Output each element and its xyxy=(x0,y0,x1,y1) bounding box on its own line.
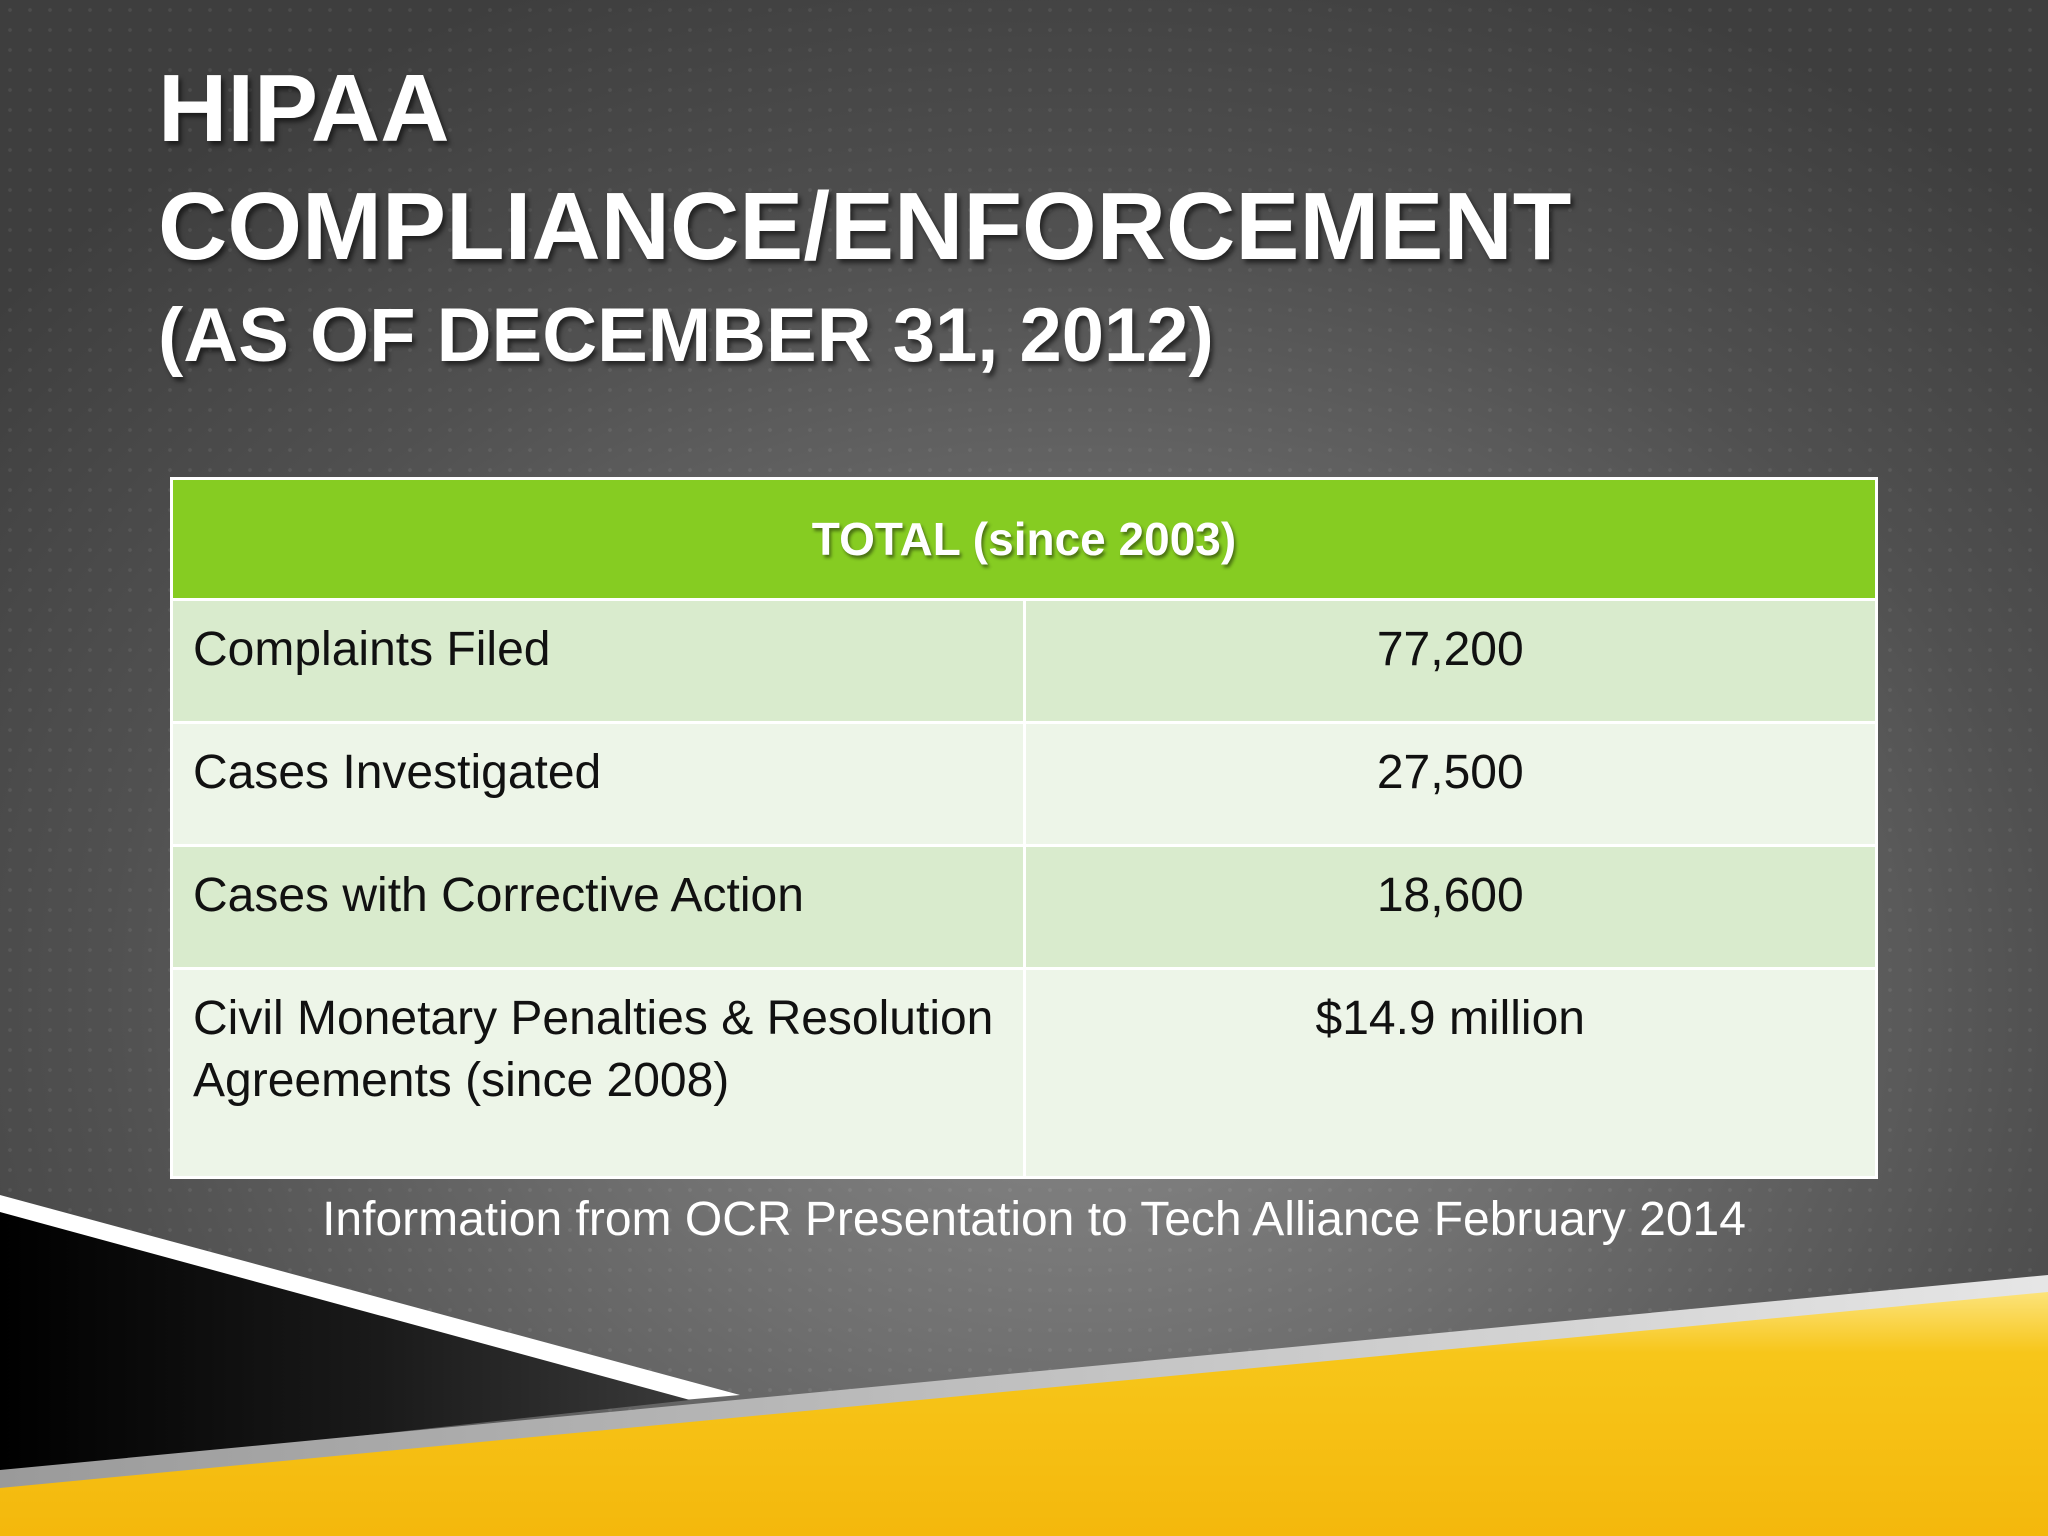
table-header: TOTAL (since 2003) xyxy=(170,477,1878,601)
slide-title: HIPAA COMPLIANCE/ENFORCEMENT (AS OF DECE… xyxy=(158,50,1958,386)
row-value: $14.9 million xyxy=(1022,967,1878,1179)
table-row: Cases Investigated 27,500 xyxy=(170,721,1878,847)
row-value: 77,200 xyxy=(1022,598,1878,724)
row-label: Cases Investigated xyxy=(170,721,1026,847)
row-value: 27,500 xyxy=(1022,721,1878,847)
table-header-row: TOTAL (since 2003) xyxy=(170,477,1878,601)
source-note: Information from OCR Presentation to Tec… xyxy=(322,1193,1746,1246)
title-line-3: (AS OF DECEMBER 31, 2012) xyxy=(158,293,1214,378)
title-line-2: COMPLIANCE/ENFORCEMENT xyxy=(158,173,1572,280)
enforcement-table: TOTAL (since 2003) Complaints Filed 77,2… xyxy=(170,477,1878,1179)
black-wedge-shape xyxy=(0,1212,690,1475)
row-label: Complaints Filed xyxy=(170,598,1026,724)
enforcement-table-container: TOTAL (since 2003) Complaints Filed 77,2… xyxy=(170,477,1878,1179)
row-label: Civil Monetary Penalties & Resolution Ag… xyxy=(170,967,1026,1179)
yellow-band-shape xyxy=(0,1292,2048,1536)
table-row: Cases with Corrective Action 18,600 xyxy=(170,844,1878,970)
title-line-1: HIPAA xyxy=(158,55,450,162)
row-label: Cases with Corrective Action xyxy=(170,844,1026,970)
silver-band-shape xyxy=(0,1275,2048,1492)
row-value: 18,600 xyxy=(1022,844,1878,970)
table-row: Complaints Filed 77,200 xyxy=(170,598,1878,724)
table-row: Civil Monetary Penalties & Resolution Ag… xyxy=(170,967,1878,1179)
